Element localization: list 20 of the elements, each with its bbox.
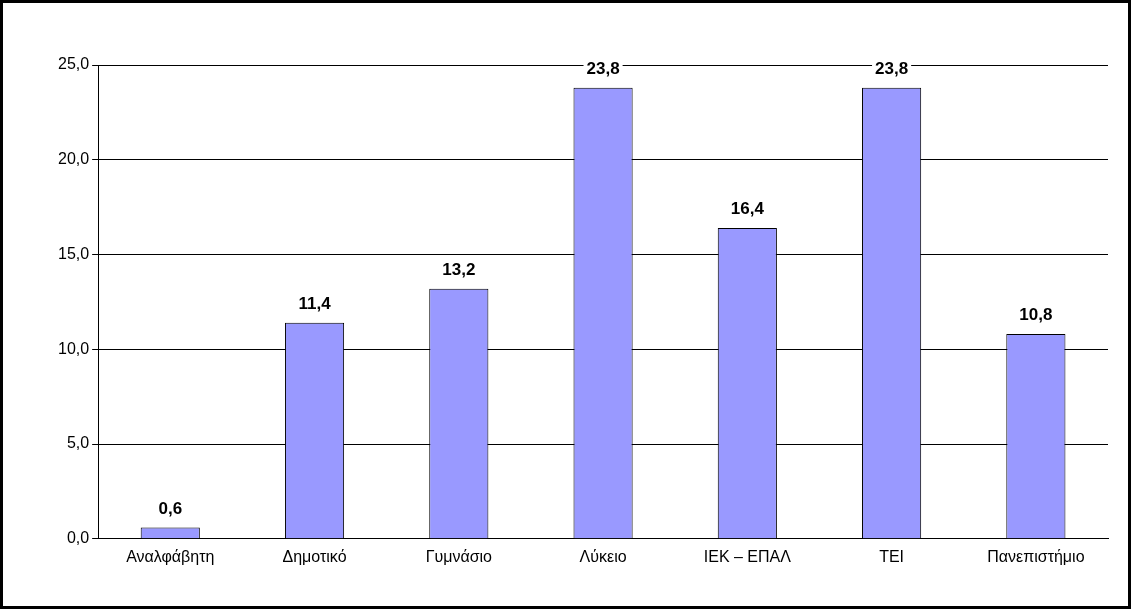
x-tick-label: Πανεπιστήμιο <box>987 547 1085 565</box>
data-label: 10,8 <box>1019 305 1053 325</box>
y-tick-label: 20,0 <box>58 150 90 168</box>
x-tick-label: ΤΕΙ <box>879 547 905 565</box>
data-label: 13,2 <box>442 259 476 279</box>
data-label: 23,8 <box>875 58 909 78</box>
data-label: 16,4 <box>730 199 765 219</box>
y-tick-label: 0,0 <box>66 529 90 547</box>
x-tick-label: Αναλφάβητη <box>126 547 215 565</box>
data-label: 11,4 <box>298 293 332 313</box>
x-tick-label: ΙΕΚ – ΕΠΑΛ <box>703 547 792 565</box>
data-label: 0,6 <box>158 498 183 518</box>
y-tick-label: 10,0 <box>58 339 90 357</box>
y-tick-label: 25,0 <box>58 55 90 73</box>
x-tick-label: Δημοτικό <box>282 547 347 565</box>
y-tick-label: 15,0 <box>58 244 90 262</box>
x-tick-label: Λύκειο <box>579 547 627 565</box>
data-label: 23,8 <box>586 58 620 78</box>
y-tick-label: 5,0 <box>66 434 90 452</box>
x-tick-label: Γυμνάσιο <box>425 547 493 565</box>
